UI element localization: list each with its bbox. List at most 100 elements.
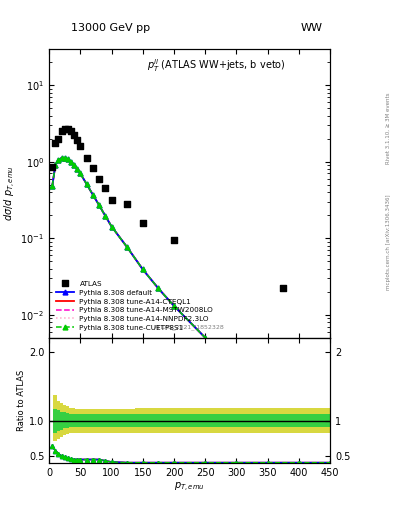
ATLAS: [62, 125, 68, 133]
Pythia 8.308 default: [78, 170, 83, 177]
Line: Pythia 8.308 tune-A14-NNPDF2.3LO: Pythia 8.308 tune-A14-NNPDF2.3LO: [52, 158, 330, 420]
Pythia 8.308 tune-CUETP8S1: [53, 162, 58, 168]
Pythia 8.308 tune-A14-CTEQL1: [69, 159, 73, 165]
Pythia 8.308 tune-CUETP8S1: [328, 417, 332, 423]
ATLAS: [124, 200, 130, 208]
Pythia 8.308 tune-CUETP8S1: [84, 181, 89, 187]
Pythia 8.308 default: [53, 162, 58, 168]
Pythia 8.308 tune-A14-NNPDF2.3LO: [84, 181, 89, 187]
ATLAS: [52, 139, 59, 147]
Pythia 8.308 tune-A14-NNPDF2.3LO: [75, 166, 80, 172]
Pythia 8.308 tune-A14-CTEQL1: [78, 170, 83, 177]
Pythia 8.308 default: [140, 266, 145, 272]
Pythia 8.308 tune-A14-CTEQL1: [103, 213, 108, 219]
Pythia 8.308 tune-CUETP8S1: [72, 162, 77, 168]
Y-axis label: $d\sigma/d\ p_{T,emu}$: $d\sigma/d\ p_{T,emu}$: [2, 165, 18, 221]
Pythia 8.308 tune-A14-NNPDF2.3LO: [328, 417, 332, 423]
Pythia 8.308 tune-A14-NNPDF2.3LO: [103, 213, 108, 219]
Pythia 8.308 tune-CUETP8S1: [140, 266, 145, 272]
Pythia 8.308 tune-A14-NNPDF2.3LO: [203, 335, 208, 341]
Pythia 8.308 tune-A14-NNPDF2.3LO: [72, 162, 77, 168]
Pythia 8.308 tune-A14-NNPDF2.3LO: [90, 191, 95, 198]
Pythia 8.308 tune-CUETP8S1: [234, 365, 239, 371]
Pythia 8.308 tune-A14-MSTW2008LO: [140, 266, 145, 272]
Pythia 8.308 tune-A14-NNPDF2.3LO: [172, 303, 176, 309]
ATLAS: [71, 131, 77, 139]
Pythia 8.308 tune-A14-MSTW2008LO: [156, 285, 161, 291]
Pythia 8.308 default: [72, 162, 77, 168]
Pythia 8.308 tune-A14-MSTW2008LO: [203, 335, 208, 341]
Pythia 8.308 tune-A14-CTEQL1: [72, 162, 77, 168]
Line: Pythia 8.308 tune-CUETP8S1: Pythia 8.308 tune-CUETP8S1: [50, 156, 332, 422]
ATLAS: [171, 236, 177, 244]
Pythia 8.308 tune-A14-NNPDF2.3LO: [69, 159, 73, 165]
Pythia 8.308 default: [172, 303, 176, 309]
Pythia 8.308 tune-CUETP8S1: [75, 166, 80, 172]
Pythia 8.308 tune-A14-CTEQL1: [84, 181, 89, 187]
Pythia 8.308 tune-A14-MSTW2008LO: [90, 191, 95, 198]
Line: Pythia 8.308 default: Pythia 8.308 default: [50, 156, 332, 422]
Pythia 8.308 tune-A14-MSTW2008LO: [62, 155, 67, 161]
Pythia 8.308 default: [109, 223, 114, 229]
ATLAS: [83, 155, 90, 163]
Pythia 8.308 tune-A14-MSTW2008LO: [78, 170, 83, 177]
Text: ATLAS_2021_I1852328: ATLAS_2021_I1852328: [154, 325, 225, 330]
ATLAS: [77, 142, 83, 150]
Pythia 8.308 tune-A14-NNPDF2.3LO: [297, 406, 301, 412]
Pythia 8.308 tune-A14-NNPDF2.3LO: [109, 223, 114, 229]
Pythia 8.308 tune-CUETP8S1: [90, 191, 95, 198]
Text: WW: WW: [300, 23, 322, 33]
Pythia 8.308 tune-CUETP8S1: [69, 159, 73, 165]
Legend: ATLAS, Pythia 8.308 default, Pythia 8.308 tune-A14-CTEQL1, Pythia 8.308 tune-A14: ATLAS, Pythia 8.308 default, Pythia 8.30…: [53, 277, 216, 334]
Pythia 8.308 default: [59, 155, 64, 161]
Pythia 8.308 default: [97, 202, 101, 208]
Pythia 8.308 default: [69, 159, 73, 165]
Pythia 8.308 tune-CUETP8S1: [103, 213, 108, 219]
Pythia 8.308 tune-CUETP8S1: [62, 155, 67, 161]
ATLAS: [65, 124, 71, 133]
Pythia 8.308 tune-CUETP8S1: [297, 406, 301, 412]
Pythia 8.308 tune-CUETP8S1: [125, 244, 130, 250]
Pythia 8.308 tune-A14-MSTW2008LO: [69, 159, 73, 165]
Pythia 8.308 default: [66, 156, 70, 162]
ATLAS: [55, 135, 62, 143]
Pythia 8.308 tune-A14-NNPDF2.3LO: [56, 157, 61, 163]
Pythia 8.308 tune-A14-CTEQL1: [140, 266, 145, 272]
Pythia 8.308 tune-A14-NNPDF2.3LO: [78, 170, 83, 177]
Pythia 8.308 tune-A14-MSTW2008LO: [75, 166, 80, 172]
Pythia 8.308 tune-A14-NNPDF2.3LO: [156, 285, 161, 291]
Pythia 8.308 tune-A14-CTEQL1: [59, 155, 64, 161]
Text: $p_T^{ll}$ (ATLAS WW+jets, b veto): $p_T^{ll}$ (ATLAS WW+jets, b veto): [147, 57, 286, 74]
ATLAS: [74, 136, 81, 144]
ATLAS: [102, 184, 108, 193]
Pythia 8.308 tune-A14-MSTW2008LO: [66, 156, 70, 162]
Pythia 8.308 tune-A14-CTEQL1: [265, 388, 270, 394]
Pythia 8.308 tune-CUETP8S1: [59, 155, 64, 161]
Pythia 8.308 tune-A14-CTEQL1: [97, 202, 101, 208]
Pythia 8.308 tune-CUETP8S1: [203, 335, 208, 341]
Pythia 8.308 tune-A14-NNPDF2.3LO: [97, 202, 101, 208]
Pythia 8.308 tune-A14-MSTW2008LO: [109, 223, 114, 229]
Pythia 8.308 tune-A14-CTEQL1: [203, 335, 208, 341]
Pythia 8.308 tune-A14-CTEQL1: [90, 191, 95, 198]
Pythia 8.308 tune-A14-CTEQL1: [125, 244, 130, 250]
Pythia 8.308 tune-CUETP8S1: [156, 285, 161, 291]
Pythia 8.308 tune-A14-NNPDF2.3LO: [50, 183, 55, 189]
Pythia 8.308 default: [50, 183, 55, 189]
Pythia 8.308 tune-A14-CTEQL1: [75, 166, 80, 172]
Pythia 8.308 default: [328, 417, 332, 423]
Pythia 8.308 tune-A14-MSTW2008LO: [97, 202, 101, 208]
Text: mcplots.cern.ch [arXiv:1306.3436]: mcplots.cern.ch [arXiv:1306.3436]: [386, 195, 391, 290]
Pythia 8.308 tune-A14-MSTW2008LO: [328, 417, 332, 423]
Pythia 8.308 tune-A14-MSTW2008LO: [72, 162, 77, 168]
Pythia 8.308 default: [75, 166, 80, 172]
Pythia 8.308 tune-A14-NNPDF2.3LO: [234, 365, 239, 371]
Pythia 8.308 tune-A14-MSTW2008LO: [84, 181, 89, 187]
Pythia 8.308 tune-CUETP8S1: [50, 183, 55, 189]
Pythia 8.308 tune-A14-MSTW2008LO: [50, 183, 55, 189]
ATLAS: [68, 126, 74, 135]
Pythia 8.308 default: [62, 155, 67, 161]
Pythia 8.308 tune-A14-NNPDF2.3LO: [62, 155, 67, 161]
Pythia 8.308 tune-A14-CTEQL1: [56, 157, 61, 163]
Pythia 8.308 tune-A14-MSTW2008LO: [125, 244, 130, 250]
